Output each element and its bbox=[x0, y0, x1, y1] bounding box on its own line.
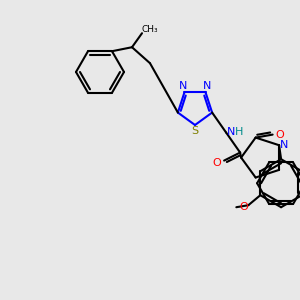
Text: N: N bbox=[202, 81, 211, 92]
Text: O: O bbox=[213, 158, 221, 168]
Text: CH₃: CH₃ bbox=[142, 25, 158, 34]
Text: S: S bbox=[191, 126, 199, 136]
Text: N: N bbox=[179, 81, 188, 92]
Text: H: H bbox=[235, 127, 243, 136]
Text: O: O bbox=[239, 202, 248, 212]
Text: N: N bbox=[227, 127, 235, 136]
Text: N: N bbox=[280, 140, 288, 150]
Text: O: O bbox=[275, 130, 284, 140]
